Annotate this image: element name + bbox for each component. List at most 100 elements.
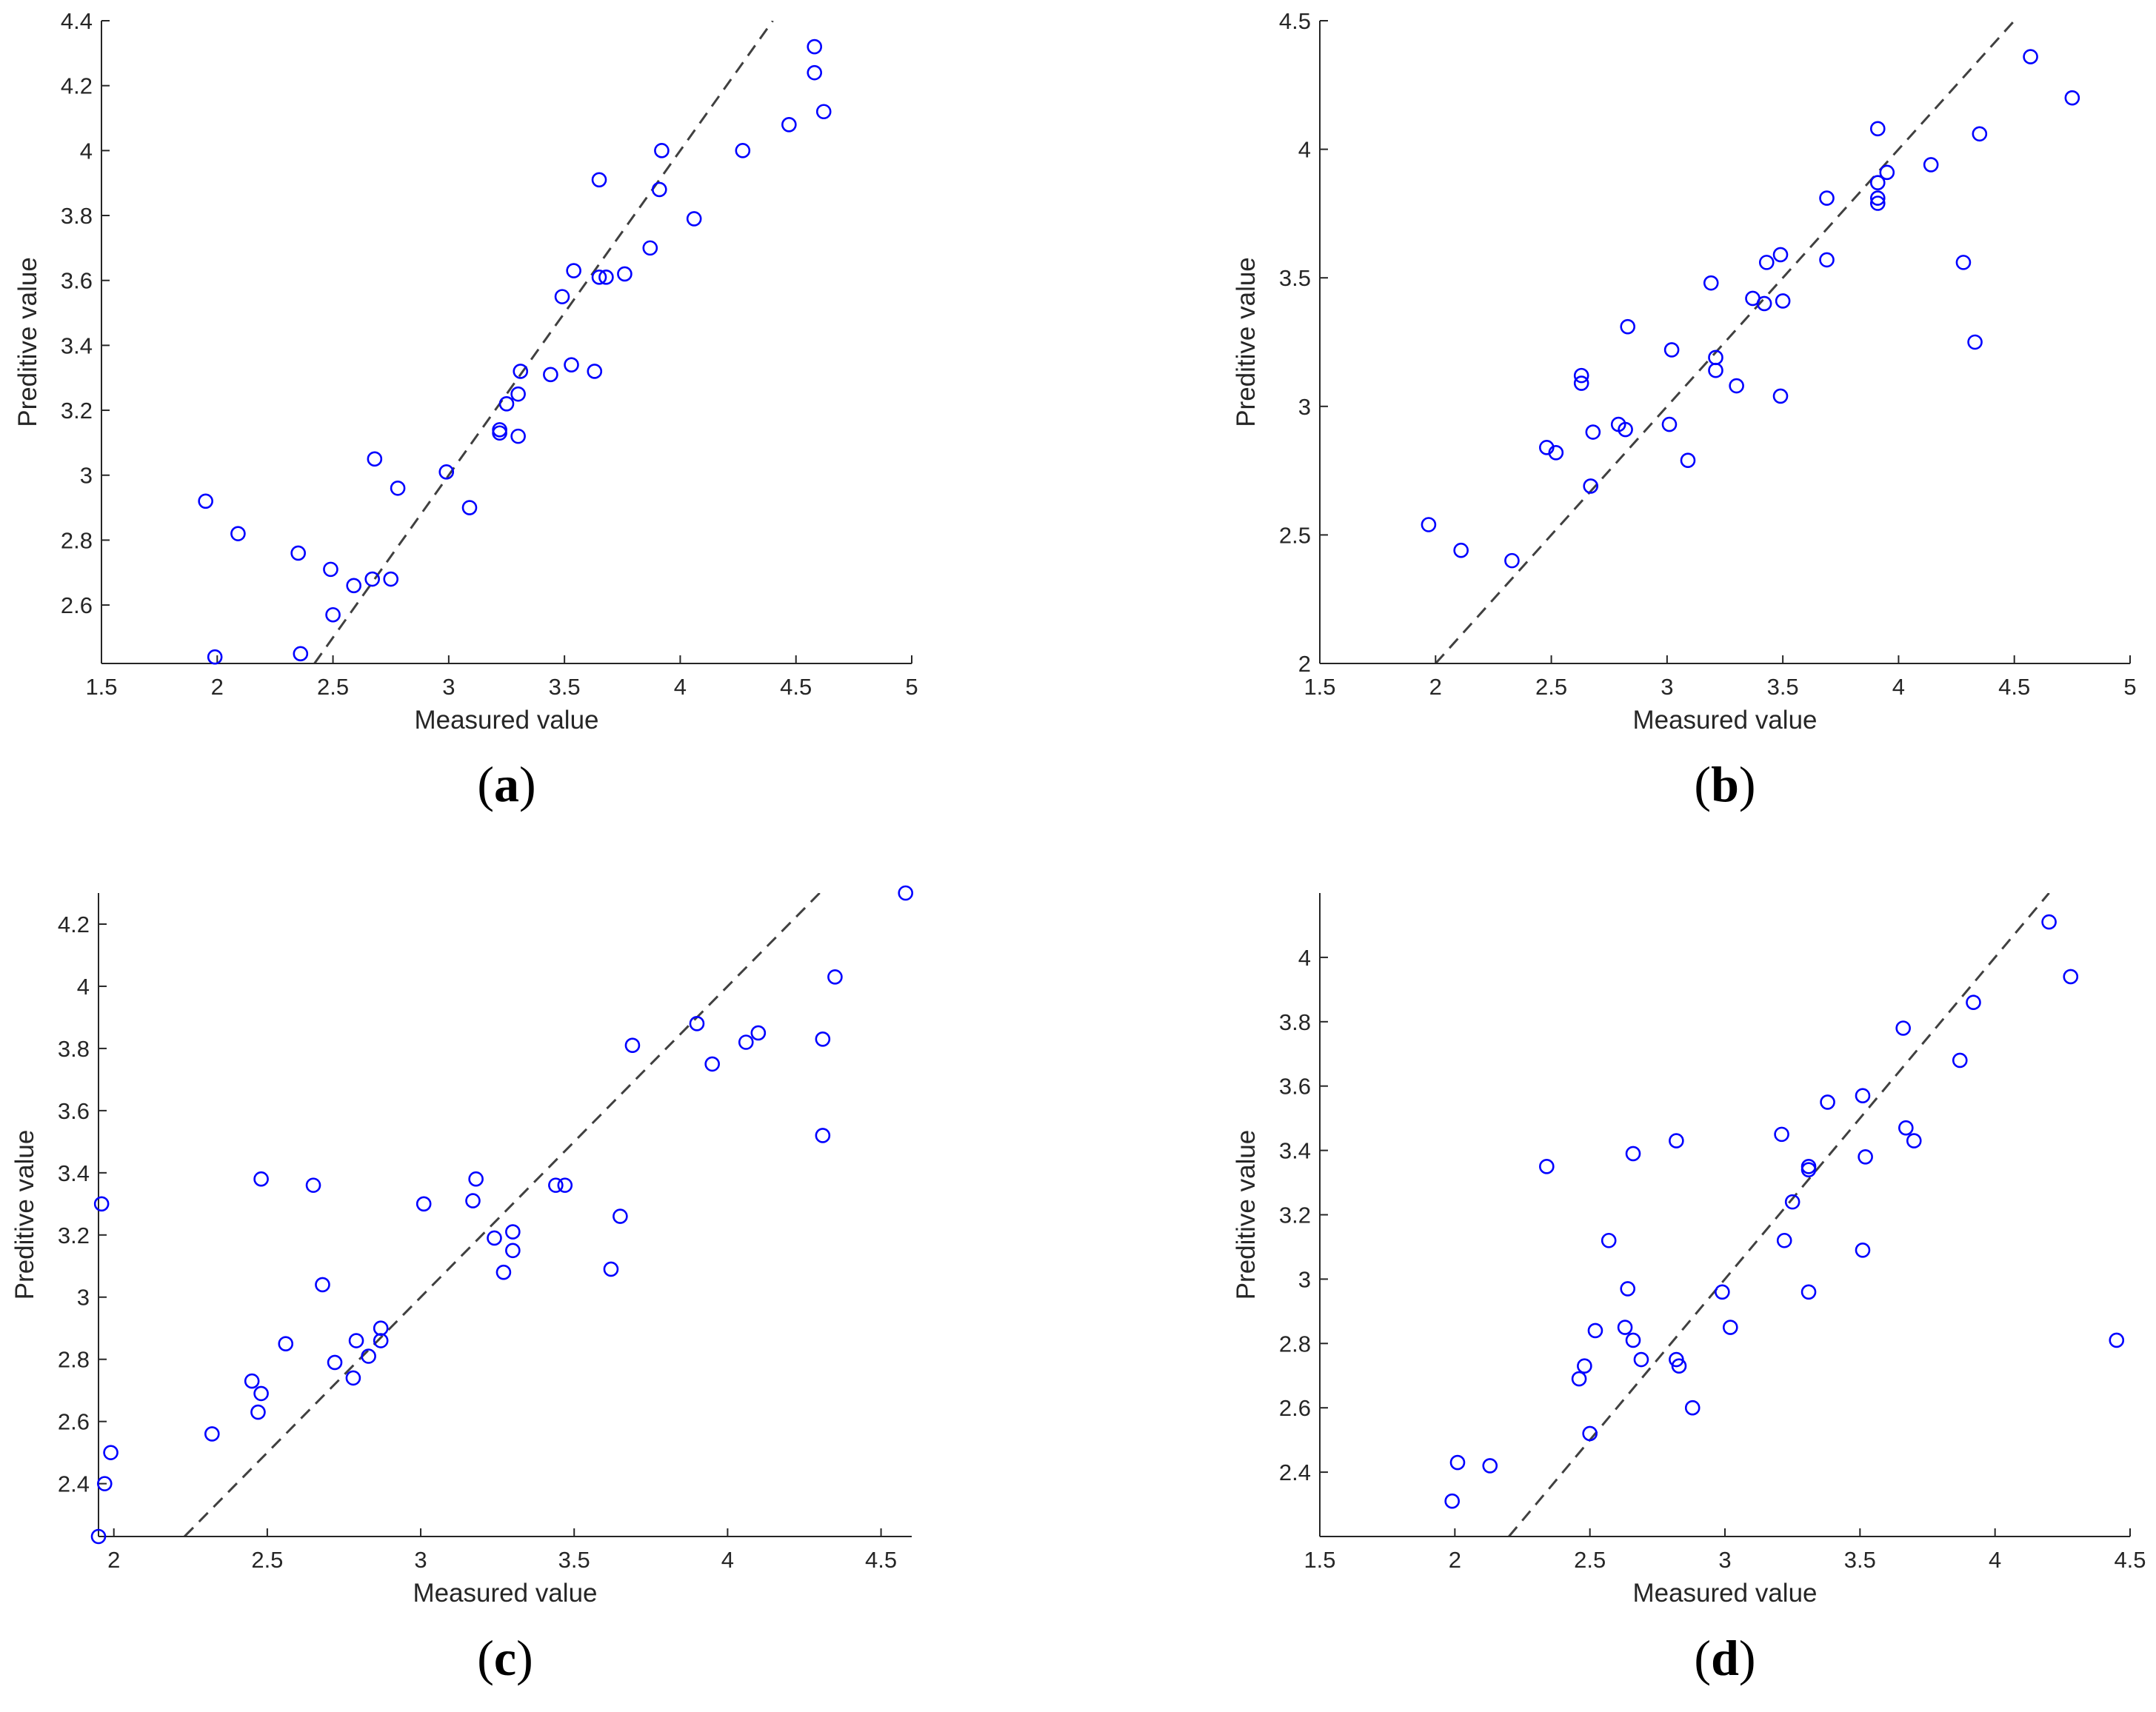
data-point-a-26: [591, 270, 607, 285]
y-tick-label-a: 4.4: [61, 8, 93, 34]
x-tick-label-a: 4.5: [780, 674, 812, 700]
data-point-a-12: [390, 480, 406, 496]
y-tick-label-c: 3.2: [58, 1223, 90, 1248]
data-point-d-1: [1444, 1493, 1460, 1509]
data-point-d-8: [1587, 1323, 1603, 1339]
data-point-c-5: [204, 1426, 220, 1442]
y-axis-label-c: Preditive value: [10, 1130, 39, 1300]
data-point-d-35: [1966, 994, 1981, 1011]
data-point-d-18: [1684, 1400, 1701, 1416]
panel-label-close-paren: ): [1739, 1630, 1756, 1686]
data-point-d-20: [1722, 1320, 1738, 1335]
data-point-b-22: [1758, 255, 1775, 270]
y-tick-label-c: 2.6: [58, 1409, 90, 1435]
data-point-b-30: [1869, 195, 1886, 211]
x-tick-label-d: 4.5: [2114, 1547, 2146, 1573]
x-tick-label-b: 2.5: [1535, 674, 1567, 700]
data-point-b-9: [1585, 424, 1601, 440]
data-point-d-34: [1952, 1052, 1968, 1069]
y-tick-label-a: 3.6: [61, 268, 93, 294]
data-point-b-2: [1453, 542, 1469, 558]
data-point-b-34: [1955, 255, 1972, 270]
y-axis-label-d: Preditive value: [1232, 1130, 1261, 1300]
data-point-d-36: [2041, 914, 2057, 930]
y-axis-label-b: Preditive value: [1232, 257, 1261, 427]
data-point-d-11: [1620, 1281, 1636, 1297]
data-point-a-8: [346, 578, 362, 594]
x-tick-label-a: 1.5: [85, 674, 117, 700]
data-point-a-19: [513, 364, 529, 379]
data-point-a-2: [230, 526, 246, 541]
data-point-d-33: [1906, 1133, 1922, 1148]
y-tick-label-a: 3.8: [61, 203, 93, 229]
data-point-b-31: [1869, 121, 1886, 137]
data-point-c-9: [253, 1171, 269, 1187]
y-tick-label-d: 2.6: [1279, 1395, 1311, 1421]
y-tick-label-c: 3: [77, 1285, 90, 1311]
data-point-d-37: [2063, 969, 2079, 985]
data-point-a-31: [651, 181, 667, 198]
data-point-b-15: [1680, 452, 1696, 469]
y-tick-label-a: 3: [80, 463, 93, 489]
data-point-a-7: [325, 606, 341, 623]
data-point-c-18: [373, 1320, 389, 1337]
y-tick-label-b: 2.5: [1279, 522, 1311, 548]
y-tick-label-c: 4.2: [58, 912, 90, 937]
panel-label-open-paren: (: [477, 756, 494, 812]
data-point-c-31: [689, 1016, 705, 1031]
x-tick-label-d: 3: [1718, 1547, 1731, 1573]
data-point-a-30: [642, 240, 658, 256]
data-point-b-3: [1504, 552, 1520, 569]
data-point-a-14: [461, 500, 478, 515]
data-point-d-4: [1539, 1159, 1555, 1174]
data-point-a-17: [498, 395, 515, 412]
data-point-c-14: [345, 1370, 361, 1386]
data-point-d-25: [1800, 1284, 1817, 1300]
data-point-c-25: [505, 1243, 521, 1259]
x-tick-label-a: 3: [442, 674, 455, 700]
x-tick-label-c: 3: [414, 1547, 427, 1573]
data-point-d-32: [1898, 1120, 1914, 1136]
x-tick-label-a: 5: [905, 674, 918, 700]
data-point-a-18: [510, 386, 526, 402]
data-point-c-15: [348, 1333, 364, 1348]
data-point-a-32: [654, 143, 670, 158]
data-point-b-7: [1573, 375, 1589, 391]
data-point-b-25: [1772, 388, 1789, 404]
data-point-c-20: [465, 1193, 481, 1208]
x-tick-label-b: 5: [2123, 674, 2136, 700]
data-point-a-1: [198, 493, 213, 509]
x-tick-label-d: 2: [1449, 1547, 1461, 1573]
data-point-c-10: [278, 1336, 294, 1352]
y-tick-label-d: 3.8: [1279, 1009, 1311, 1035]
data-point-b-37: [2023, 49, 2038, 64]
y-tick-label-b: 4: [1298, 137, 1311, 163]
panel-label-close-paren: ): [519, 756, 536, 812]
data-point-a-20: [510, 428, 526, 444]
y-axis-label-a: Preditive value: [13, 257, 42, 427]
y-tick-label-c: 2.8: [58, 1347, 90, 1373]
data-point-b-27: [1819, 190, 1835, 206]
data-point-d-10: [1617, 1320, 1633, 1335]
data-point-d-22: [1776, 1232, 1792, 1248]
data-point-a-11: [383, 571, 399, 587]
data-point-d-31: [1895, 1020, 1911, 1036]
x-axis-label-b: Measured value: [1632, 706, 1817, 735]
data-point-d-16: [1669, 1133, 1684, 1148]
x-axis-label-c: Measured value: [413, 1579, 597, 1608]
data-point-d-26: [1800, 1162, 1817, 1177]
x-tick-label-a: 2.5: [317, 674, 349, 700]
x-axis-label-a: Measured value: [414, 706, 598, 735]
data-point-c-19: [415, 1196, 432, 1212]
data-point-b-33: [1923, 157, 1939, 173]
y-tick-label-c: 2.4: [58, 1471, 90, 1497]
data-point-a-9: [364, 571, 381, 587]
data-point-c-29: [613, 1208, 628, 1224]
data-point-b-12: [1620, 318, 1636, 335]
data-point-c-26: [548, 1177, 564, 1193]
x-tick-label-b: 4: [1892, 674, 1905, 700]
chart-panel-a: 1.5 2 2.5 3 3.5 4 4.5 5 2.6 2.8 3 3.2 3.4 3.6 3.8 4 4.2 4…: [13, 8, 918, 812]
x-tick-label-d: 1.5: [1304, 1547, 1335, 1573]
chart-panel-c: 2 2.5 3 3.5 4 4.5 2.4 2.6 2.8 3 3.2 3.4 3.6 3.8 4 4.2 Me…: [10, 885, 914, 1686]
